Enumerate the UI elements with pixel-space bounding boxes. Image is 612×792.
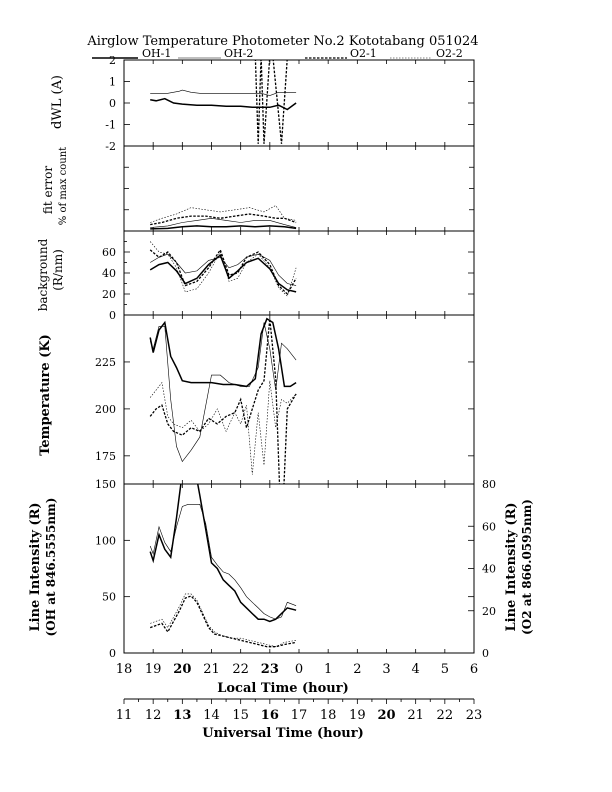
legend-label-o22: O2-2: [436, 47, 463, 60]
legend-label-oh2: OH-2: [224, 47, 253, 60]
local-time-tick-label: 20: [173, 662, 191, 677]
universal-time-tick-label: 18: [320, 708, 337, 723]
background-line-o21: [149, 248, 297, 296]
dwl-ylabel: dWL (A): [50, 75, 65, 129]
universal-time-tick-label: 17: [291, 708, 308, 723]
intensity-ylabel2: (OH at 846.5555nm): [44, 498, 58, 637]
panel-background: 0 20 40 60: [102, 230, 475, 322]
intensity-right-ytick-label: 20: [482, 605, 496, 618]
dwl-ytick-label: 0: [109, 97, 116, 110]
panel-dwl: -2 -1 0 1 2: [105, 54, 475, 153]
intensity-right-ytick-label: 40: [482, 563, 496, 576]
universal-time-xlabel: Universal Time (hour): [202, 726, 364, 741]
background-line-o22: [149, 241, 297, 297]
universal-time-tick-label: 22: [437, 708, 454, 723]
temperature-frame: [123, 314, 475, 485]
local-time-tick-label: 4: [412, 662, 420, 677]
universal-time-tick-label: 13: [173, 708, 191, 723]
dwl-line-oh2: [150, 89, 297, 96]
intensity-right-ytick-label: 80: [482, 478, 496, 491]
intensity-right-ylabel2: (O2 at 866.0595nm): [520, 499, 534, 635]
line-intensity-ytick-label: 50: [102, 591, 116, 604]
line-intensity-line-oh2: [149, 503, 297, 620]
temperature-ytick-label: 200: [95, 403, 116, 416]
fit-error-line-o21: [150, 213, 297, 226]
intensity-right-ylabel: Line Intensity (R): [504, 502, 519, 631]
universal-time-tick-label: 15: [232, 708, 249, 723]
temperature-ytick-label: 175: [95, 450, 116, 463]
temperature-ytick-label: 225: [95, 356, 116, 369]
local-time-tick-label: 19: [145, 662, 162, 677]
temperature-line-oh2: [149, 322, 297, 463]
universal-time-tick-label: 23: [466, 708, 483, 723]
background-frame: [123, 230, 475, 316]
local-time-xlabel: Local Time (hour): [217, 681, 349, 696]
universal-time-tick-label: 16: [261, 708, 279, 723]
panel-line-intensity: 0 50 100 150 0 20 40 60 80: [95, 478, 496, 660]
intensity-right-ytick-label: 0: [482, 647, 489, 660]
local-time-tick-label: 23: [261, 662, 279, 677]
panel-fit-error: [123, 145, 475, 232]
local-time-tick-label: 5: [441, 662, 449, 677]
legend-label-o21: O2-1: [350, 47, 377, 60]
panel-temperature: 175 200 225: [95, 314, 475, 485]
fit-error-ylabel2: % of max count: [58, 147, 69, 225]
intensity-ylabel: Line Intensity (R): [28, 502, 43, 631]
line-intensity-ytick-label: 100: [95, 534, 116, 547]
x-axes: 18 19 20 21 22 23 0 1 2 3 4 5 611 12 13 14 15 16 17 18 19 20 2…: [116, 662, 483, 723]
legend-label-oh1: OH-1: [142, 47, 171, 60]
universal-time-tick-label: 12: [145, 708, 162, 723]
background-ytick-label: 40: [102, 267, 116, 280]
universal-time-tick-label: 11: [116, 708, 133, 723]
line-intensity-line-oh1: [149, 484, 297, 623]
local-time-tick-label: 21: [203, 662, 220, 677]
universal-time-tick-label: 19: [349, 708, 366, 723]
local-time-tick-label: 18: [116, 662, 133, 677]
temperature-line-oh1: [149, 317, 297, 388]
line-intensity-ytick-label: 0: [109, 647, 116, 660]
fit-error-ylabel: fit error: [41, 166, 55, 214]
local-time-tick-label: 0: [295, 662, 303, 677]
temperature-series: [149, 317, 297, 484]
dwl-line-o21: [254, 60, 288, 144]
local-time-tick-label: 6: [470, 662, 478, 677]
chart-title: Airglow Temperature Photometer No.2 Koto…: [86, 34, 478, 49]
intensity-right-ytick-label: 60: [482, 520, 496, 533]
dwl-series: [150, 60, 297, 144]
dwl-line-oh1: [150, 97, 297, 111]
universal-time-tick-label: 20: [377, 708, 395, 723]
line-intensity-ytick-label: 150: [95, 478, 116, 491]
local-time-tick-label: 22: [232, 662, 249, 677]
background-ylabel2: (R/nm): [51, 249, 65, 291]
line-intensity-line-o21: [149, 595, 297, 648]
background-series: [149, 241, 297, 297]
dwl-ytick-label: -1: [105, 119, 116, 132]
line-intensity-frame: [123, 483, 475, 654]
temperature-line-o21: [149, 318, 297, 484]
line-intensity-series: [149, 484, 297, 648]
fit-error-line-o22: [150, 205, 297, 223]
fit-error-frame: [123, 145, 475, 232]
fit-error-line-oh1: [150, 225, 297, 230]
local-time-tick-label: 1: [324, 662, 332, 677]
dwl-ytick-label: 1: [109, 76, 116, 89]
legend: OH-1 OH-2 O2-1 O2-2: [92, 47, 463, 60]
fit-error-line-oh2: [150, 217, 297, 228]
background-ylabel: background: [36, 238, 50, 311]
dwl-ytick-label: -2: [105, 140, 116, 153]
panels: -2-1012020406017520022505010015002040608…: [95, 54, 496, 660]
local-time-tick-label: 3: [382, 662, 390, 677]
background-ytick-label: 0: [109, 309, 116, 322]
background-ytick-label: 20: [102, 288, 116, 301]
universal-time-tick-label: 14: [203, 708, 220, 723]
universal-time-tick-label: 21: [407, 708, 424, 723]
fit-error-series: [150, 205, 297, 230]
temperature-line-o22: [149, 380, 297, 475]
line-intensity-line-o22: [150, 593, 297, 648]
local-time-tick-label: 2: [353, 662, 361, 677]
background-ytick-label: 60: [102, 246, 116, 259]
temperature-ylabel: Temperature (K): [38, 334, 53, 456]
dwl-ytick-label: 2: [109, 54, 116, 67]
